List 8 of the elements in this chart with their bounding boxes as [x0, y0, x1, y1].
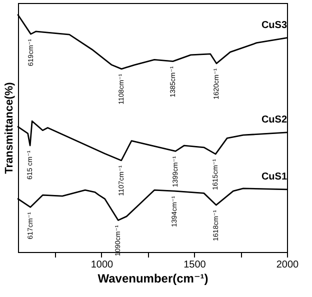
x-tick-label: 1000: [90, 260, 114, 270]
x-axis-title: Wavenumber(cm⁻¹): [98, 272, 208, 286]
series-label: CuS1: [261, 171, 288, 182]
series-label: CuS2: [261, 114, 288, 126]
x-tick-label: 1500: [184, 260, 206, 270]
series-label: CuS3: [261, 20, 288, 31]
y-axis-title: Transmittance(%): [4, 82, 16, 174]
x-tick-label: 2000: [276, 260, 300, 270]
